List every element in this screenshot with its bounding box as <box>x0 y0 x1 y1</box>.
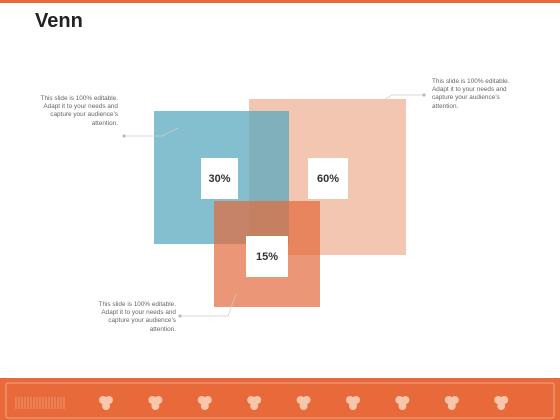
icon-circle <box>398 402 407 410</box>
icon-circle <box>154 396 163 404</box>
title: Venn <box>35 10 83 32</box>
icon-circle <box>102 402 110 410</box>
footer-stripes <box>15 397 65 409</box>
percent-label: 15% <box>246 236 288 277</box>
callout-text: This slide is 100% editable. Adapt it to… <box>40 95 118 127</box>
footer-bar <box>0 378 560 420</box>
icon-circle <box>148 396 157 404</box>
venn-icon <box>395 396 410 410</box>
percent-label: 30% <box>201 158 238 199</box>
icon-circle <box>299 402 308 410</box>
callout-text: This slide is 100% editable. Adapt it to… <box>432 78 510 110</box>
icon-circle <box>253 396 262 404</box>
venn-icon <box>346 396 360 410</box>
connectors <box>124 94 424 317</box>
venn-icon <box>247 396 262 410</box>
venn-icon <box>444 396 459 410</box>
connector-dots <box>122 93 426 318</box>
icon-circle <box>447 402 456 410</box>
icon-circle <box>203 396 212 404</box>
icon-circle <box>247 396 256 404</box>
icon-circle <box>105 396 113 404</box>
icon-circle <box>250 402 259 410</box>
icon-circle <box>99 396 107 404</box>
icon-circle <box>296 396 305 404</box>
top-bar <box>0 0 560 3</box>
percent-label: 60% <box>308 158 348 199</box>
icon-circle <box>395 396 404 404</box>
icon-circle <box>349 402 357 410</box>
venn-icon <box>296 396 311 410</box>
footer-icons <box>99 396 509 410</box>
icon-circle <box>151 402 160 410</box>
venn-icon <box>494 396 509 410</box>
venn-icon <box>99 396 113 410</box>
icon-circle <box>401 396 410 404</box>
icon-circle <box>197 396 206 404</box>
icon-circle <box>497 402 506 410</box>
icon-circle <box>494 396 503 404</box>
callout-text: This slide is 100% editable. Adapt it to… <box>98 301 176 333</box>
icon-circle <box>500 396 509 404</box>
icon-circle <box>346 396 354 404</box>
venn-icon <box>197 396 212 410</box>
icon-circle <box>302 396 311 404</box>
icon-circle <box>200 402 209 410</box>
icon-circle <box>450 396 459 404</box>
icon-circle <box>444 396 453 404</box>
venn-icon <box>148 396 163 410</box>
footer-frame <box>5 382 555 419</box>
icon-circle <box>352 396 360 404</box>
